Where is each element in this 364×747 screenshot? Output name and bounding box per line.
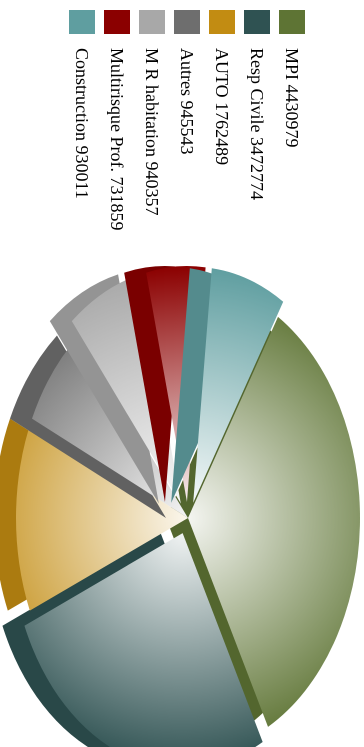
legend-label: M R habitation 940357 (142, 48, 162, 216)
legend-item: Autres 945543 (174, 10, 200, 155)
legend-swatch (174, 10, 200, 34)
legend-item: Construction 930011 (69, 10, 95, 199)
legend-label: Resp Civile 3472774 (247, 48, 267, 200)
legend-label: MPI 4430979 (282, 48, 302, 148)
legend-swatch (279, 10, 305, 34)
legend-label: Multirisque Prof. 731859 (107, 48, 127, 231)
legend-label: Construction 930011 (72, 48, 92, 199)
pie-slice-construction (193, 268, 284, 503)
legend-swatch (139, 10, 165, 34)
pie-slice-resp-civile (24, 533, 263, 747)
pie-slice-side-4 (49, 274, 159, 504)
legend-swatch (104, 10, 130, 34)
legend-item: MPI 4430979 (279, 10, 305, 148)
legend-item: Resp Civile 3472774 (244, 10, 270, 200)
legend-item: Multirisque Prof. 731859 (104, 10, 130, 231)
legend-item: M R habitation 940357 (139, 10, 165, 216)
legend-swatch (69, 10, 95, 34)
legend-label: AUTO 1762489 (212, 48, 232, 166)
pie-slice-m-r-habitation (71, 274, 181, 504)
pie-slice-mpi (188, 316, 361, 727)
legend-swatch (209, 10, 235, 34)
legend-label: Autres 945543 (177, 48, 197, 155)
legend-swatch (244, 10, 270, 34)
pie-slice-auto (16, 418, 189, 611)
legend-item: AUTO 1762489 (209, 10, 235, 165)
